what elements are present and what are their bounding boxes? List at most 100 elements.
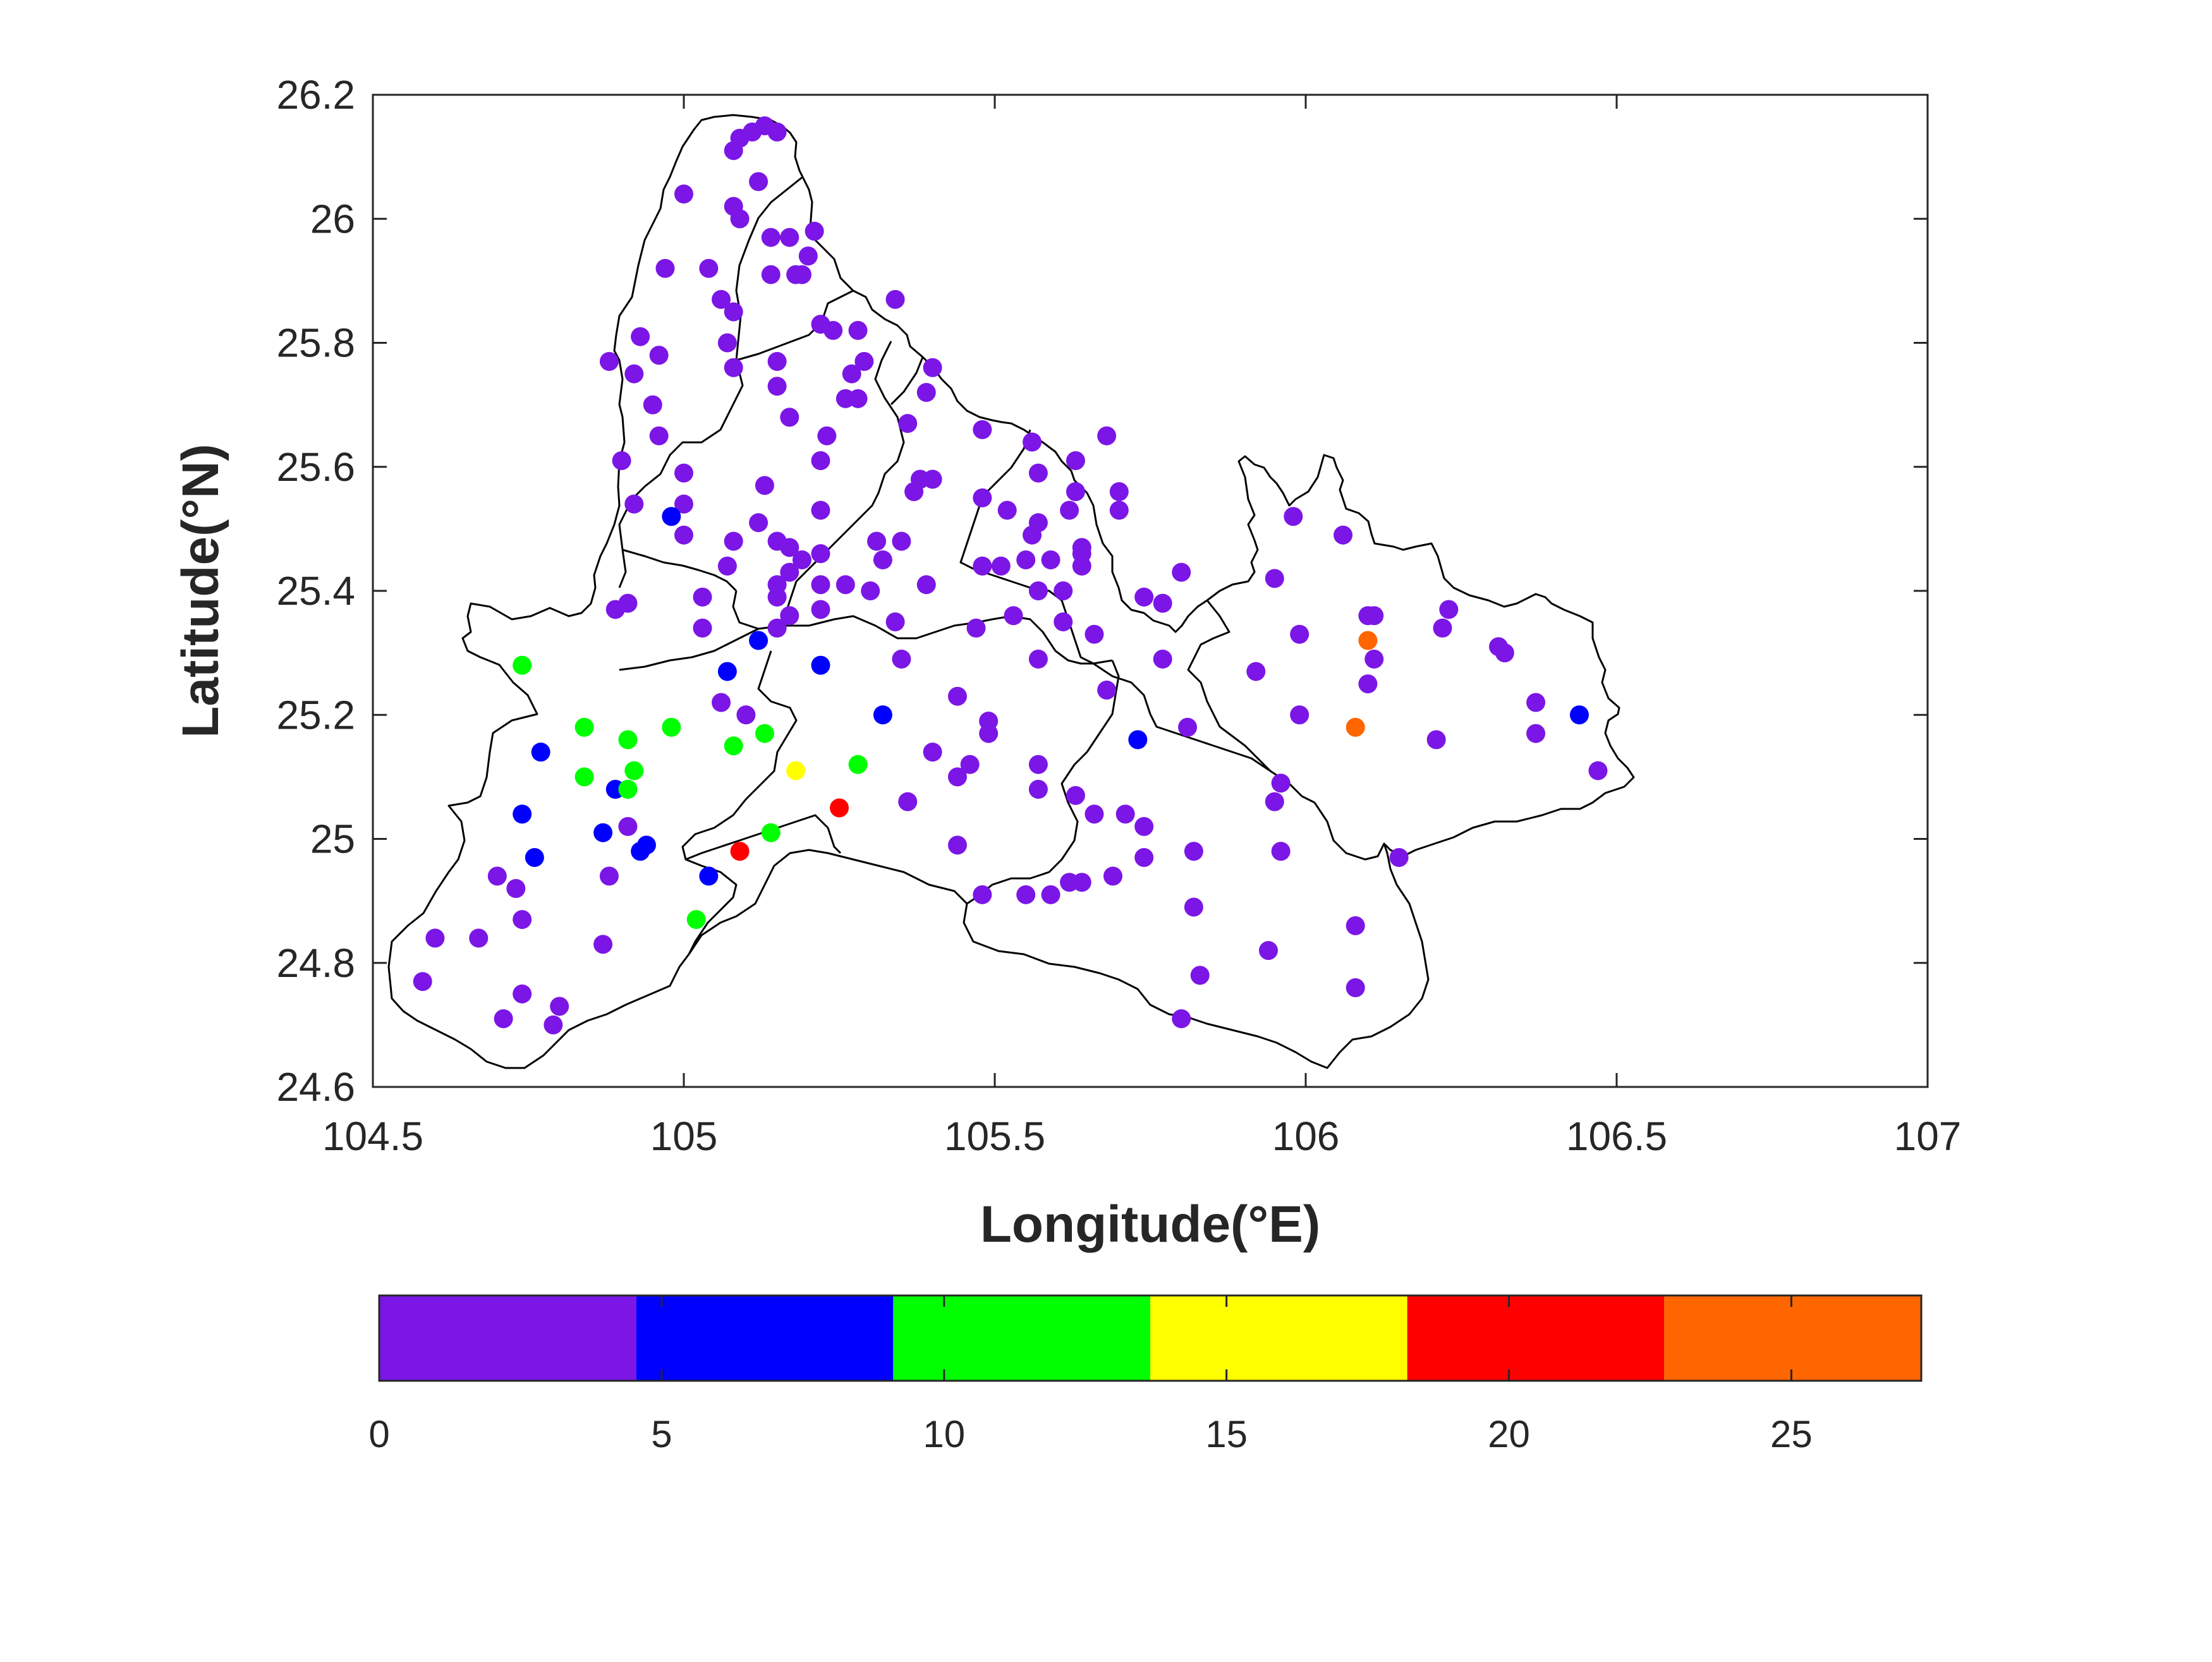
data-point [947, 835, 967, 855]
data-point [1290, 705, 1310, 725]
data-point [618, 816, 638, 836]
data-point [1054, 581, 1073, 600]
boundary-line-k [966, 660, 1120, 905]
data-point [848, 755, 868, 774]
data-point [1016, 885, 1036, 904]
data-point [1358, 674, 1378, 694]
data-point [717, 556, 737, 576]
y-tick-label: 26.2 [276, 72, 355, 118]
data-point [811, 655, 830, 675]
data-point [973, 885, 992, 904]
data-point [1178, 717, 1198, 737]
data-point [1060, 873, 1079, 892]
data-point [699, 866, 719, 886]
data-point [1028, 780, 1048, 799]
data-point [1439, 600, 1459, 619]
x-tick-label: 106 [1272, 1113, 1340, 1159]
data-point [724, 141, 743, 161]
boundary-line-e [732, 590, 759, 630]
data-point [1128, 730, 1148, 749]
data-point [1526, 693, 1546, 712]
y-tick-label: 25 [310, 816, 355, 862]
colorbar-segment [1150, 1295, 1407, 1381]
data-point [699, 258, 719, 278]
data-point [693, 587, 712, 607]
data-point [1028, 581, 1048, 600]
data-point [724, 531, 743, 551]
colorbar-tick-label: 25 [1770, 1413, 1813, 1455]
data-point [854, 351, 874, 371]
data-point [1364, 606, 1384, 626]
data-point [1364, 649, 1384, 669]
data-point [1334, 525, 1353, 545]
data-point [767, 618, 787, 638]
data-point [1134, 847, 1154, 867]
colorbar-segment [636, 1295, 894, 1381]
data-point [1066, 482, 1085, 501]
data-point [848, 389, 868, 408]
data-point [861, 581, 880, 600]
y-tick-label: 25.6 [276, 444, 355, 490]
data-point [1066, 451, 1085, 470]
data-point [717, 662, 737, 681]
y-tick-label: 25.2 [276, 692, 355, 737]
data-point [898, 792, 918, 811]
data-point [830, 798, 849, 818]
data-point [836, 575, 855, 595]
data-point [1290, 624, 1310, 644]
data-point [997, 500, 1017, 520]
data-point [574, 767, 594, 787]
data-point [842, 364, 861, 384]
data-point [973, 488, 992, 507]
data-point [1134, 587, 1154, 607]
data-point [1184, 842, 1203, 861]
data-point [1023, 432, 1042, 452]
data-point [923, 743, 942, 762]
colorbar-segment [1664, 1295, 1921, 1381]
data-point [947, 686, 967, 706]
data-point [848, 320, 868, 340]
region-outer-boundary [387, 114, 1635, 1069]
data-point [780, 562, 799, 582]
data-point [749, 513, 769, 533]
data-point [898, 414, 918, 434]
y-tick-label: 24.6 [276, 1064, 355, 1110]
data-point [923, 470, 942, 489]
data-point [1097, 681, 1117, 700]
data-point [786, 761, 806, 780]
data-point [1271, 842, 1291, 861]
data-point [631, 842, 650, 861]
x-tick-label: 105 [650, 1113, 718, 1159]
data-point [792, 265, 811, 284]
axis-ticks: 104.5 105 105.5 106 106.5 107 24.6 24.8 25 25.2 25… [276, 72, 1961, 1159]
data-point [1060, 500, 1079, 520]
data-point [823, 320, 843, 340]
data-point [593, 823, 613, 842]
data-point [873, 550, 892, 569]
boundary-line-c [622, 549, 738, 592]
colorbar: 0 5 10 15 20 25 [368, 1294, 1923, 1455]
data-point [767, 377, 787, 396]
colorbar-segment [379, 1295, 636, 1381]
data-point [811, 600, 830, 619]
data-point [991, 556, 1011, 576]
data-point [817, 426, 837, 446]
y-axis-title: Latitude(°N) [172, 444, 229, 738]
colorbar-tick-label: 15 [1205, 1413, 1248, 1455]
data-point [960, 755, 980, 774]
data-point [1258, 941, 1278, 961]
data-point [761, 227, 781, 247]
data-point [624, 761, 644, 780]
data-point [599, 351, 619, 371]
data-point [1265, 792, 1284, 811]
data-point [780, 606, 799, 626]
data-point [1066, 786, 1085, 805]
data-point [1072, 556, 1091, 576]
data-point [525, 847, 544, 867]
data-point [1358, 631, 1378, 650]
colorbar-tick-label: 5 [651, 1413, 672, 1455]
data-point [1389, 847, 1409, 867]
data-point [674, 494, 693, 514]
data-point [413, 972, 432, 992]
